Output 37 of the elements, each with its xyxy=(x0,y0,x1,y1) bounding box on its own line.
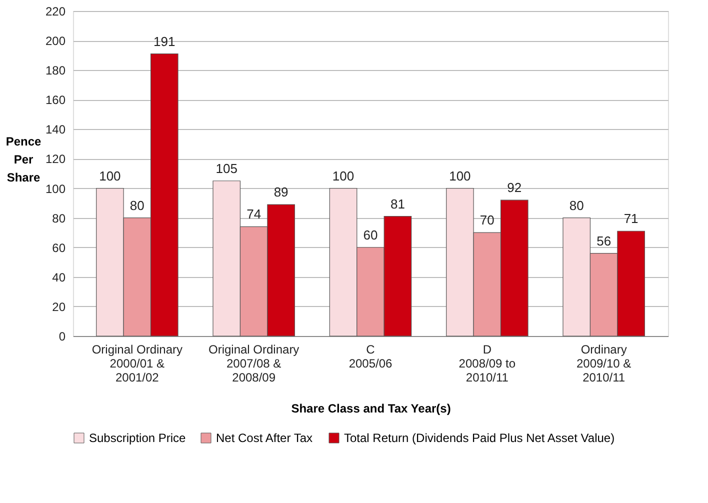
x-tick-label: Original Ordinary 2007/08 & 2008/09 xyxy=(208,342,300,384)
y-tick-label: 0 xyxy=(58,330,66,344)
data-label: 100 xyxy=(449,168,471,184)
y-tick-label: 120 xyxy=(45,152,66,166)
y-tick-label: 80 xyxy=(52,211,66,226)
y-tick-label: 100 xyxy=(45,182,66,196)
legend-label: Total Return (Dividends Paid Plus Net Asset Value) xyxy=(344,431,615,445)
data-label: 80 xyxy=(569,198,584,213)
x-tick-label: D 2008/09 to 2010/11 xyxy=(458,342,516,384)
data-label: 100 xyxy=(99,168,121,184)
y-tick-label: 40 xyxy=(52,270,66,284)
y-tick-label: 60 xyxy=(52,240,66,255)
data-label: 191 xyxy=(154,34,176,49)
data-label: 71 xyxy=(624,211,638,226)
y-tick-label: 200 xyxy=(45,34,66,48)
x-axis-title: Share Class and Tax Year(s) xyxy=(291,402,451,416)
y-tick-label: 140 xyxy=(45,122,66,137)
data-label: 74 xyxy=(246,206,262,222)
x-tick-label: C 2005/06 xyxy=(348,342,393,370)
y-tick-label: 20 xyxy=(52,300,66,314)
legend-label: Subscription Price xyxy=(89,431,186,445)
y-axis-title: Pence Per Share xyxy=(6,134,42,184)
data-label: 92 xyxy=(507,180,522,196)
data-label: 56 xyxy=(596,233,612,248)
y-tick-label: 160 xyxy=(45,93,66,108)
data-label: 81 xyxy=(390,196,405,212)
data-label: 80 xyxy=(130,198,144,213)
x-tick-label: Ordinary 2009/10 & 2010/11 xyxy=(576,342,632,384)
legend-label: Net Cost After Tax xyxy=(216,431,312,445)
y-tick-label: 220 xyxy=(45,4,66,18)
data-label: 89 xyxy=(274,184,288,200)
y-tick-label: 180 xyxy=(45,64,66,78)
data-label: 70 xyxy=(480,212,494,228)
data-label: 105 xyxy=(216,160,238,176)
data-label: 100 xyxy=(332,168,354,184)
x-tick-label: Original Ordinary 2000/01 & 2001/02 xyxy=(92,342,183,384)
data-label: 60 xyxy=(363,227,378,242)
